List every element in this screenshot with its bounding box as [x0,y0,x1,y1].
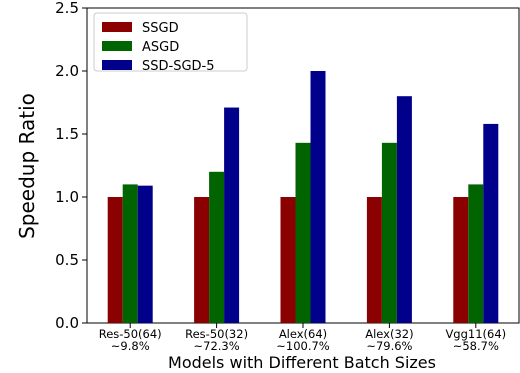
legend-label: SSD-SGD-5 [142,59,215,74]
x-tick-label-percent: ~72.3% [194,339,240,353]
y-tick-label: 1.0 [55,188,79,206]
y-axis-title: Speedup Ratio [15,93,39,239]
bar-ssgd [453,197,469,323]
bar-asgd [468,184,484,323]
bar-ssgd [280,197,296,323]
y-tick-label: 0.0 [55,314,79,332]
bar-asgd [295,142,311,323]
bar-ssgd [107,197,123,323]
x-tick-label: Alex(32) ~79.6% [365,327,413,353]
bar-ssd-sgd-5 [483,123,499,323]
x-tick-label-percent: ~100.7% [276,339,330,353]
x-tick-label-model: Alex(64) [279,327,327,341]
x-tick-label-model: Res-50(64) [99,327,162,341]
x-tick-label-model: Res-50(32) [185,327,248,341]
bar-ssd-sgd-5 [137,185,153,323]
bars [107,71,499,323]
legend-swatch [102,60,132,70]
x-tick-label-percent: ~58.7% [453,339,499,353]
bar-asgd [381,142,397,323]
bar-ssgd [366,197,382,323]
bar-asgd [209,171,225,323]
legend-swatch [102,22,132,32]
x-tick-label: Res-50(32) ~72.3% [185,327,248,353]
legend-swatch [102,41,132,51]
bar-ssgd [194,197,210,323]
x-tick-label-percent: ~79.6% [366,339,412,353]
y-axis: 0.0 0.5 1.0 1.5 2.0 2.5 [55,0,87,332]
y-tick-label: 1.5 [55,125,79,143]
legend-label: ASGD [142,40,179,55]
legend-label: SSGD [142,21,179,36]
x-axis-title: Models with Different Batch Sizes [168,353,436,372]
bar-ssd-sgd-5 [224,107,240,323]
x-tick-label: Vgg11(64) ~58.7% [445,327,506,353]
x-tick-label: Alex(64) ~100.7% [276,327,330,353]
legend-box [93,12,248,72]
x-axis: Res-50(64) ~9.8%Res-50(32) ~72.3%Alex(64) ~… [99,323,506,353]
y-tick-label: 2.0 [55,62,79,80]
x-tick-label-model: Vgg11(64) [445,327,506,341]
bar-ssd-sgd-5 [310,71,326,323]
bar-ssd-sgd-5 [396,96,412,323]
legend: SSGD ASGD SSD-SGD-5 [93,12,248,74]
x-tick-label-model: Alex(32) [365,327,413,341]
y-tick-label: 2.5 [55,0,79,17]
y-tick-label: 0.5 [55,251,79,269]
x-tick-label: Res-50(64) ~9.8% [99,327,162,353]
x-tick-label-percent: ~9.8% [111,339,150,353]
bar-asgd [122,184,138,323]
